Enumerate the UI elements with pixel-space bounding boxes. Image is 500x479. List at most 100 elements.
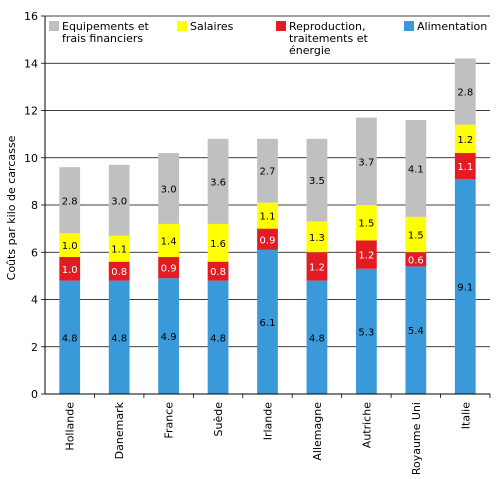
legend-swatch bbox=[49, 21, 59, 31]
data-label: 1.4 bbox=[161, 236, 177, 247]
data-label: 3.0 bbox=[161, 184, 177, 195]
y-axis-title: Coûts par kilo de carcasse bbox=[5, 135, 18, 280]
data-label: 1.2 bbox=[457, 135, 473, 146]
bar-segment bbox=[158, 256, 179, 279]
data-label: 2.8 bbox=[457, 88, 473, 99]
legend-label: Salaires bbox=[190, 20, 234, 33]
bar-segment bbox=[257, 202, 278, 229]
bar-segment bbox=[59, 233, 81, 257]
data-label: 4.8 bbox=[309, 333, 325, 344]
y-tick-label: 4 bbox=[31, 294, 38, 307]
legend-swatch bbox=[276, 21, 286, 31]
y-tick-label: 2 bbox=[31, 341, 38, 354]
data-label: 1.1 bbox=[457, 162, 473, 173]
data-label: 1.5 bbox=[408, 231, 424, 242]
data-label: 4.1 bbox=[408, 164, 424, 175]
y-tick-label: 10 bbox=[24, 152, 38, 165]
data-label: 6.1 bbox=[260, 318, 276, 329]
y-tick-label: 0 bbox=[31, 388, 38, 401]
y-tick-label: 8 bbox=[31, 199, 38, 212]
x-tick-label: Royaume Uni bbox=[410, 402, 423, 475]
x-tick-label: Hollande bbox=[64, 402, 77, 451]
data-label: 1.6 bbox=[210, 239, 226, 250]
bar-segment bbox=[108, 280, 130, 394]
bar-segment bbox=[306, 221, 328, 253]
data-label: 3.6 bbox=[210, 177, 226, 188]
data-label: 2.8 bbox=[62, 196, 78, 207]
legend-label: traitements et bbox=[289, 32, 368, 45]
data-label: 3.7 bbox=[358, 157, 374, 168]
data-label: 0.8 bbox=[210, 267, 226, 278]
bar-segment bbox=[356, 205, 377, 241]
data-label: 1.1 bbox=[111, 245, 127, 256]
legend-label: Alimentation bbox=[417, 20, 487, 33]
x-tick-label: Autriche bbox=[360, 402, 373, 448]
bar-segment bbox=[306, 252, 328, 281]
data-label: 1.2 bbox=[309, 262, 325, 273]
legend-label: frais financiers bbox=[62, 32, 143, 45]
bar-segment bbox=[356, 268, 377, 394]
bar-segment bbox=[207, 261, 229, 281]
bar-segment bbox=[108, 261, 130, 281]
bar-segment bbox=[405, 119, 427, 217]
bar-segment bbox=[257, 138, 278, 203]
bar-segment bbox=[405, 252, 427, 267]
data-label: 1.1 bbox=[260, 212, 276, 223]
x-tick-label: France bbox=[163, 402, 176, 439]
data-label: 3.0 bbox=[111, 196, 127, 207]
legend-swatch bbox=[177, 21, 187, 31]
data-label: 1.0 bbox=[62, 265, 78, 276]
data-label: 4.9 bbox=[161, 332, 177, 343]
data-label: 4.8 bbox=[62, 333, 78, 344]
y-tick-label: 6 bbox=[31, 246, 38, 259]
bar-segment bbox=[454, 153, 476, 180]
x-tick-label: Italie bbox=[459, 402, 472, 429]
data-label: 0.9 bbox=[260, 235, 276, 246]
data-label: 5.3 bbox=[358, 327, 374, 338]
legend-label: énergie bbox=[289, 44, 331, 57]
data-label: 1.2 bbox=[358, 251, 374, 262]
data-label: 9.1 bbox=[457, 283, 473, 294]
x-tick-label: Danemark bbox=[113, 401, 126, 459]
bar-segment bbox=[158, 153, 179, 224]
data-label: 0.8 bbox=[111, 267, 127, 278]
data-label: 4.8 bbox=[111, 333, 127, 344]
bar-segment bbox=[108, 235, 130, 262]
legend-swatch bbox=[404, 21, 414, 31]
bar-segment bbox=[257, 228, 278, 250]
y-tick-label: 16 bbox=[24, 10, 38, 23]
bar-segment bbox=[405, 216, 427, 253]
data-label: 5.4 bbox=[408, 326, 424, 337]
y-tick-label: 14 bbox=[24, 57, 38, 70]
bar-segment bbox=[257, 249, 278, 394]
x-tick-label: Allemagne bbox=[311, 402, 324, 461]
bar-segment bbox=[207, 280, 229, 394]
bars: 4.8 1.0 1.0 2.8 4.8 0.8 1.1 3.0 4.9 0.9 1.4 3.0 4.8 0… bbox=[59, 58, 476, 394]
bar-segment bbox=[158, 223, 179, 257]
legend-label: Reproduction, bbox=[289, 20, 365, 33]
bar-segment bbox=[306, 280, 328, 394]
data-label: 4.8 bbox=[210, 333, 226, 344]
bar-segment bbox=[207, 223, 229, 262]
data-label: 0.6 bbox=[408, 255, 424, 266]
x-tick-label: Irlande bbox=[262, 402, 275, 441]
bar-segment bbox=[59, 167, 81, 234]
bar-segment bbox=[306, 138, 328, 222]
data-label: 1.0 bbox=[62, 241, 78, 252]
bar-segment bbox=[158, 278, 179, 394]
bar-segment bbox=[59, 280, 81, 394]
axes: 0 2 4 6 8 10 12 14 16 Hollande Danemark France Suède… bbox=[24, 10, 491, 475]
bar-segment bbox=[207, 138, 229, 224]
data-label: 1.5 bbox=[358, 219, 374, 230]
data-label: 2.7 bbox=[260, 167, 276, 178]
x-tick-label: Suède bbox=[212, 402, 225, 437]
y-tick-label: 12 bbox=[24, 105, 38, 118]
bar-segment bbox=[405, 266, 427, 394]
bar-segment bbox=[454, 124, 476, 154]
bar-segment bbox=[356, 240, 377, 269]
bar-segment bbox=[59, 256, 81, 281]
bar-segment bbox=[454, 179, 476, 394]
bar-segment bbox=[454, 58, 476, 125]
